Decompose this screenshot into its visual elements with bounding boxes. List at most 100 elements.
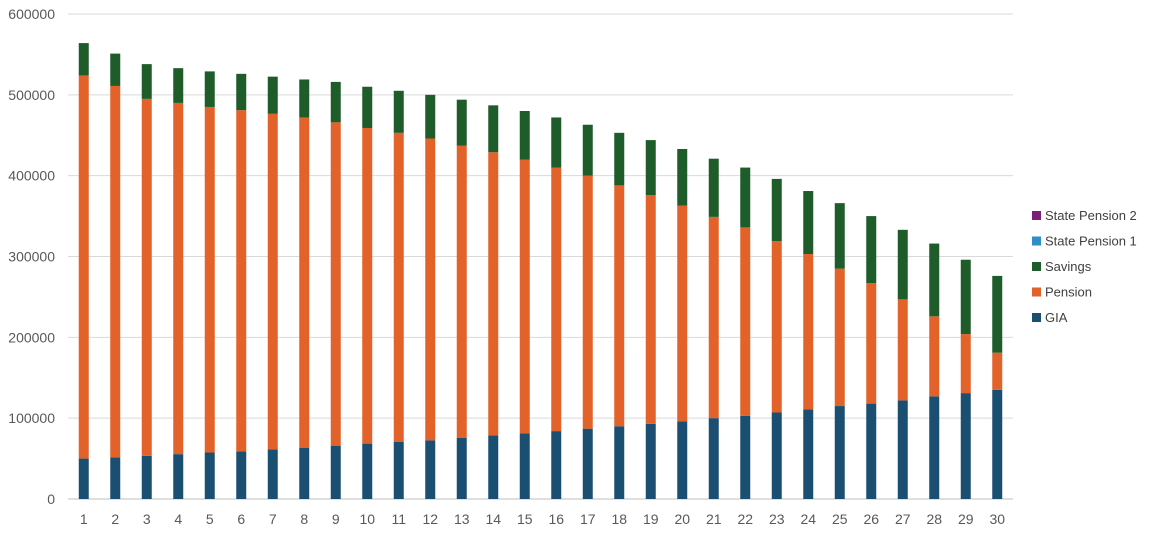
bar-gia-13 xyxy=(456,437,467,499)
x-tick-label: 22 xyxy=(737,511,753,527)
bar-gia-9 xyxy=(330,445,341,499)
bar-gia-23 xyxy=(771,412,782,499)
legend-item-state-pension-1: State Pension 1 xyxy=(1032,234,1137,249)
bar-gia-18 xyxy=(614,426,625,499)
x-tick-label: 21 xyxy=(706,511,722,527)
bar-gia-29 xyxy=(960,393,971,499)
bar-savings-19 xyxy=(645,140,656,196)
bar-gia-15 xyxy=(519,433,530,499)
y-tick-label: 200000 xyxy=(8,329,55,345)
bar-gia-20 xyxy=(677,421,688,499)
bar-stack-29 xyxy=(960,259,971,499)
legend-swatch xyxy=(1032,313,1041,322)
bar-savings-13 xyxy=(456,99,467,146)
x-tick-label: 19 xyxy=(643,511,659,527)
x-tick-label: 25 xyxy=(832,511,848,527)
bar-savings-29 xyxy=(960,259,971,335)
legend-label: Pension xyxy=(1045,285,1092,300)
bar-stack-12 xyxy=(425,94,436,499)
x-tick-label: 28 xyxy=(926,511,942,527)
bar-pension-19 xyxy=(645,195,656,424)
x-axis: 1 2 3 4 5 6 7 8 9 10 11 12 13 14 15 16 17 18 19 20 21 22 23 24 2… xyxy=(80,511,1005,527)
bar-pension-24 xyxy=(803,254,814,410)
bar-stack-26 xyxy=(866,216,877,499)
bar-stack-13 xyxy=(456,99,467,499)
bar-stack-28 xyxy=(929,243,940,499)
bar-pension-29 xyxy=(960,334,971,394)
bar-gia-8 xyxy=(299,447,310,499)
bar-pension-6 xyxy=(236,110,247,452)
bar-gia-2 xyxy=(110,457,121,499)
bar-pension-1 xyxy=(78,75,89,459)
bar-savings-22 xyxy=(740,167,751,228)
y-tick-label: 500000 xyxy=(8,87,55,103)
bar-savings-21 xyxy=(708,158,719,217)
bar-stack-23 xyxy=(771,178,782,499)
bar-pension-30 xyxy=(992,352,1003,390)
bar-pension-26 xyxy=(866,283,877,404)
bar-gia-24 xyxy=(803,409,814,499)
bar-gia-16 xyxy=(551,431,562,499)
bar-pension-9 xyxy=(330,122,341,446)
bar-stack-27 xyxy=(897,229,908,499)
bar-stack-3 xyxy=(141,64,152,499)
bar-gia-6 xyxy=(236,451,247,499)
bar-pension-5 xyxy=(204,106,215,453)
x-tick-label: 26 xyxy=(863,511,879,527)
y-axis: 0 100000 200000 300000 400000 500000 600000 xyxy=(8,6,55,507)
x-tick-label: 17 xyxy=(580,511,596,527)
gridlines xyxy=(68,13,1013,500)
bar-savings-1 xyxy=(78,43,89,76)
legend-item-state-pension-2: State Pension 2 xyxy=(1032,208,1137,223)
bar-gia-11 xyxy=(393,442,404,499)
x-tick-label: 12 xyxy=(422,511,438,527)
bar-pension-21 xyxy=(708,216,719,419)
x-tick-label: 18 xyxy=(611,511,627,527)
bar-savings-30 xyxy=(992,275,1003,353)
bar-gia-26 xyxy=(866,403,877,499)
bar-gia-7 xyxy=(267,449,278,499)
x-tick-label: 2 xyxy=(111,511,119,527)
x-tick-label: 15 xyxy=(517,511,533,527)
bar-stack-18 xyxy=(614,132,625,499)
legend-label: State Pension 2 xyxy=(1045,208,1137,223)
x-tick-label: 24 xyxy=(800,511,816,527)
x-tick-label: 14 xyxy=(485,511,501,527)
x-tick-label: 27 xyxy=(895,511,911,527)
bar-stack-1 xyxy=(78,43,89,499)
legend-swatch xyxy=(1032,287,1041,297)
x-tick-label: 13 xyxy=(454,511,470,527)
x-tick-label: 29 xyxy=(958,511,974,527)
legend-swatch xyxy=(1032,262,1041,271)
x-tick-label: 23 xyxy=(769,511,785,527)
bar-savings-17 xyxy=(582,124,593,176)
bar-gia-10 xyxy=(362,443,373,499)
bar-savings-5 xyxy=(204,71,215,107)
x-tick-label: 16 xyxy=(548,511,564,527)
bar-gia-12 xyxy=(425,440,436,499)
bar-stack-15 xyxy=(519,111,530,499)
bar-stack-9 xyxy=(330,81,341,499)
legend-swatch xyxy=(1032,211,1041,220)
bar-stack-10 xyxy=(362,86,373,499)
x-tick-label: 7 xyxy=(269,511,277,527)
bar-pension-14 xyxy=(488,152,499,436)
bar-gia-21 xyxy=(708,418,719,499)
bar-savings-4 xyxy=(173,68,184,103)
bar-pension-25 xyxy=(834,268,845,407)
x-tick-label: 9 xyxy=(332,511,340,527)
bar-stack-30 xyxy=(992,275,1003,499)
legend-swatch xyxy=(1032,236,1041,246)
y-tick-label: 600000 xyxy=(8,6,55,22)
bar-stack-6 xyxy=(236,73,247,499)
legend-label: State Pension 1 xyxy=(1045,234,1137,249)
bar-pension-22 xyxy=(740,227,751,416)
bar-savings-25 xyxy=(834,203,845,269)
bar-pension-23 xyxy=(771,241,782,413)
y-tick-label: 400000 xyxy=(8,168,55,184)
y-tick-label: 0 xyxy=(47,491,55,507)
x-tick-label: 11 xyxy=(391,511,406,527)
bar-pension-12 xyxy=(425,138,436,441)
bar-pension-13 xyxy=(456,145,467,438)
